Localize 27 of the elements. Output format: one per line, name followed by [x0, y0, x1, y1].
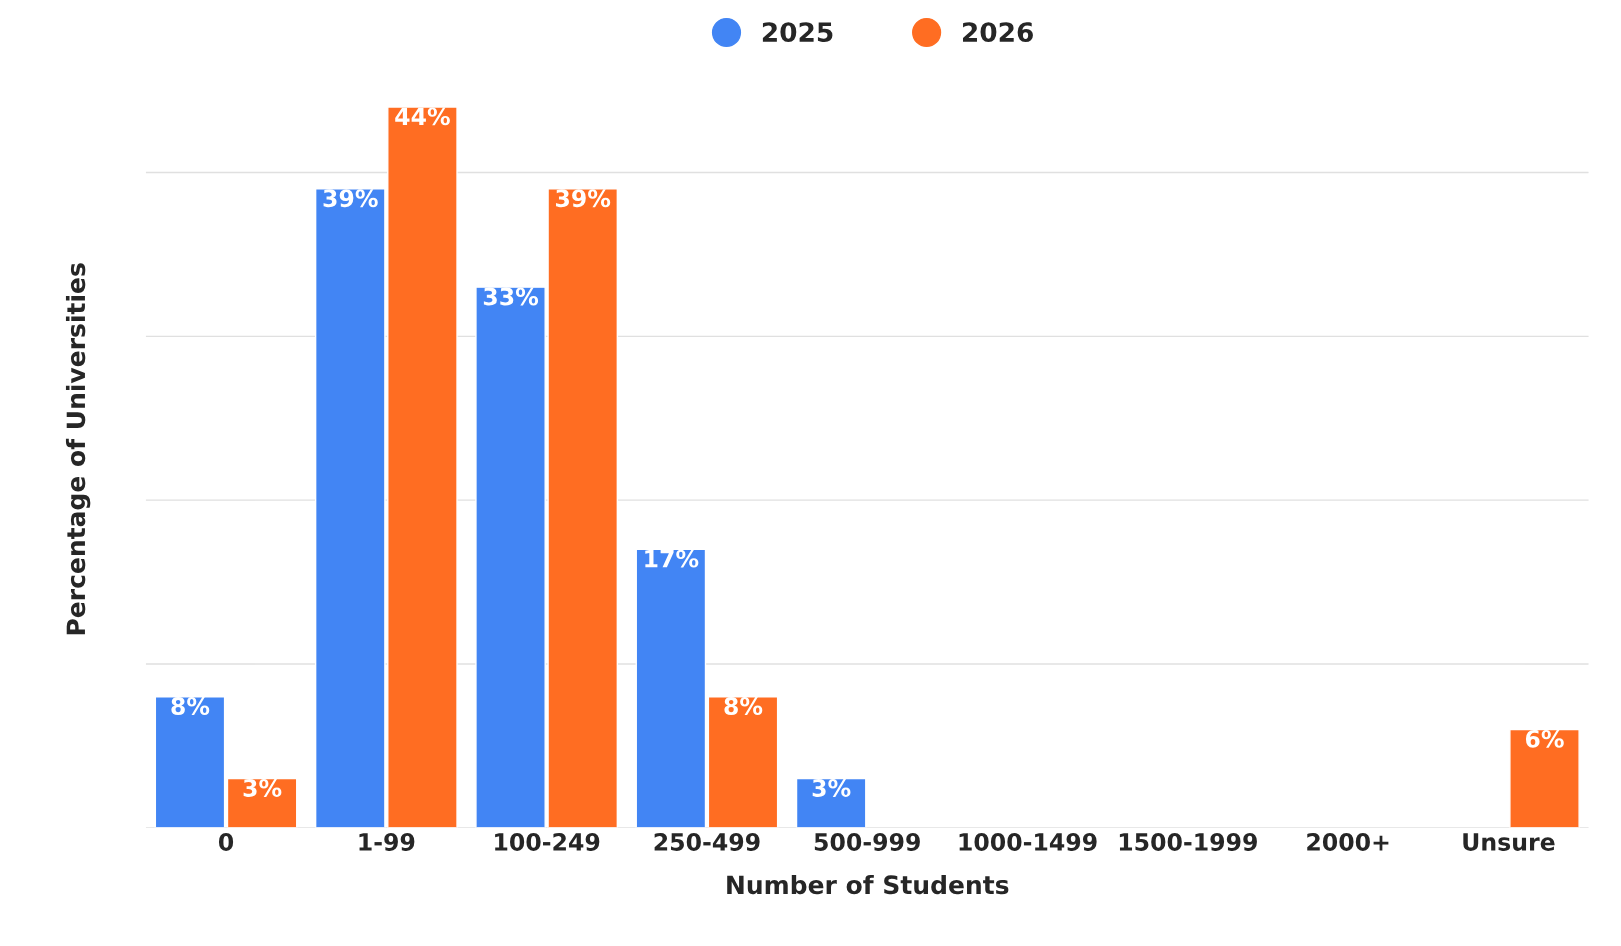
- bar: [635, 548, 707, 828]
- data-label: 44%: [395, 107, 450, 126]
- data-label: 8%: [171, 697, 210, 715]
- y-axis-title: Percentage of Universities: [65, 263, 91, 635]
- data-label: 6%: [1525, 729, 1564, 748]
- x-axis-title: Number of Students: [727, 874, 1009, 895]
- x-tick-label: 0: [218, 833, 234, 851]
- data-label: 39%: [556, 189, 611, 208]
- data-label: 17%: [645, 549, 699, 568]
- data-label: 33%: [483, 287, 539, 306]
- bar: [1509, 728, 1580, 828]
- x-tick-label: 500-999: [814, 833, 920, 851]
- x-tick-label: Unsure: [1463, 833, 1555, 851]
- x-tick-label: 2000+: [1307, 833, 1389, 851]
- data-label: 39%: [323, 189, 378, 208]
- bar: [154, 696, 226, 828]
- bar: [707, 696, 779, 828]
- x-tick-label: 250-499: [654, 833, 760, 851]
- data-label: 8%: [724, 697, 763, 715]
- x-tick-label: 1-99: [359, 833, 415, 851]
- data-label: 3%: [243, 779, 282, 797]
- legend-label: 2026: [963, 22, 1033, 43]
- legend-label: 2025: [762, 22, 833, 43]
- x-tick-label: 100-249: [495, 833, 600, 851]
- x-tick-label: 1500-1999: [1119, 833, 1257, 851]
- x-tick-label: 1000-1499: [959, 833, 1097, 851]
- data-label: 3%: [812, 779, 851, 797]
